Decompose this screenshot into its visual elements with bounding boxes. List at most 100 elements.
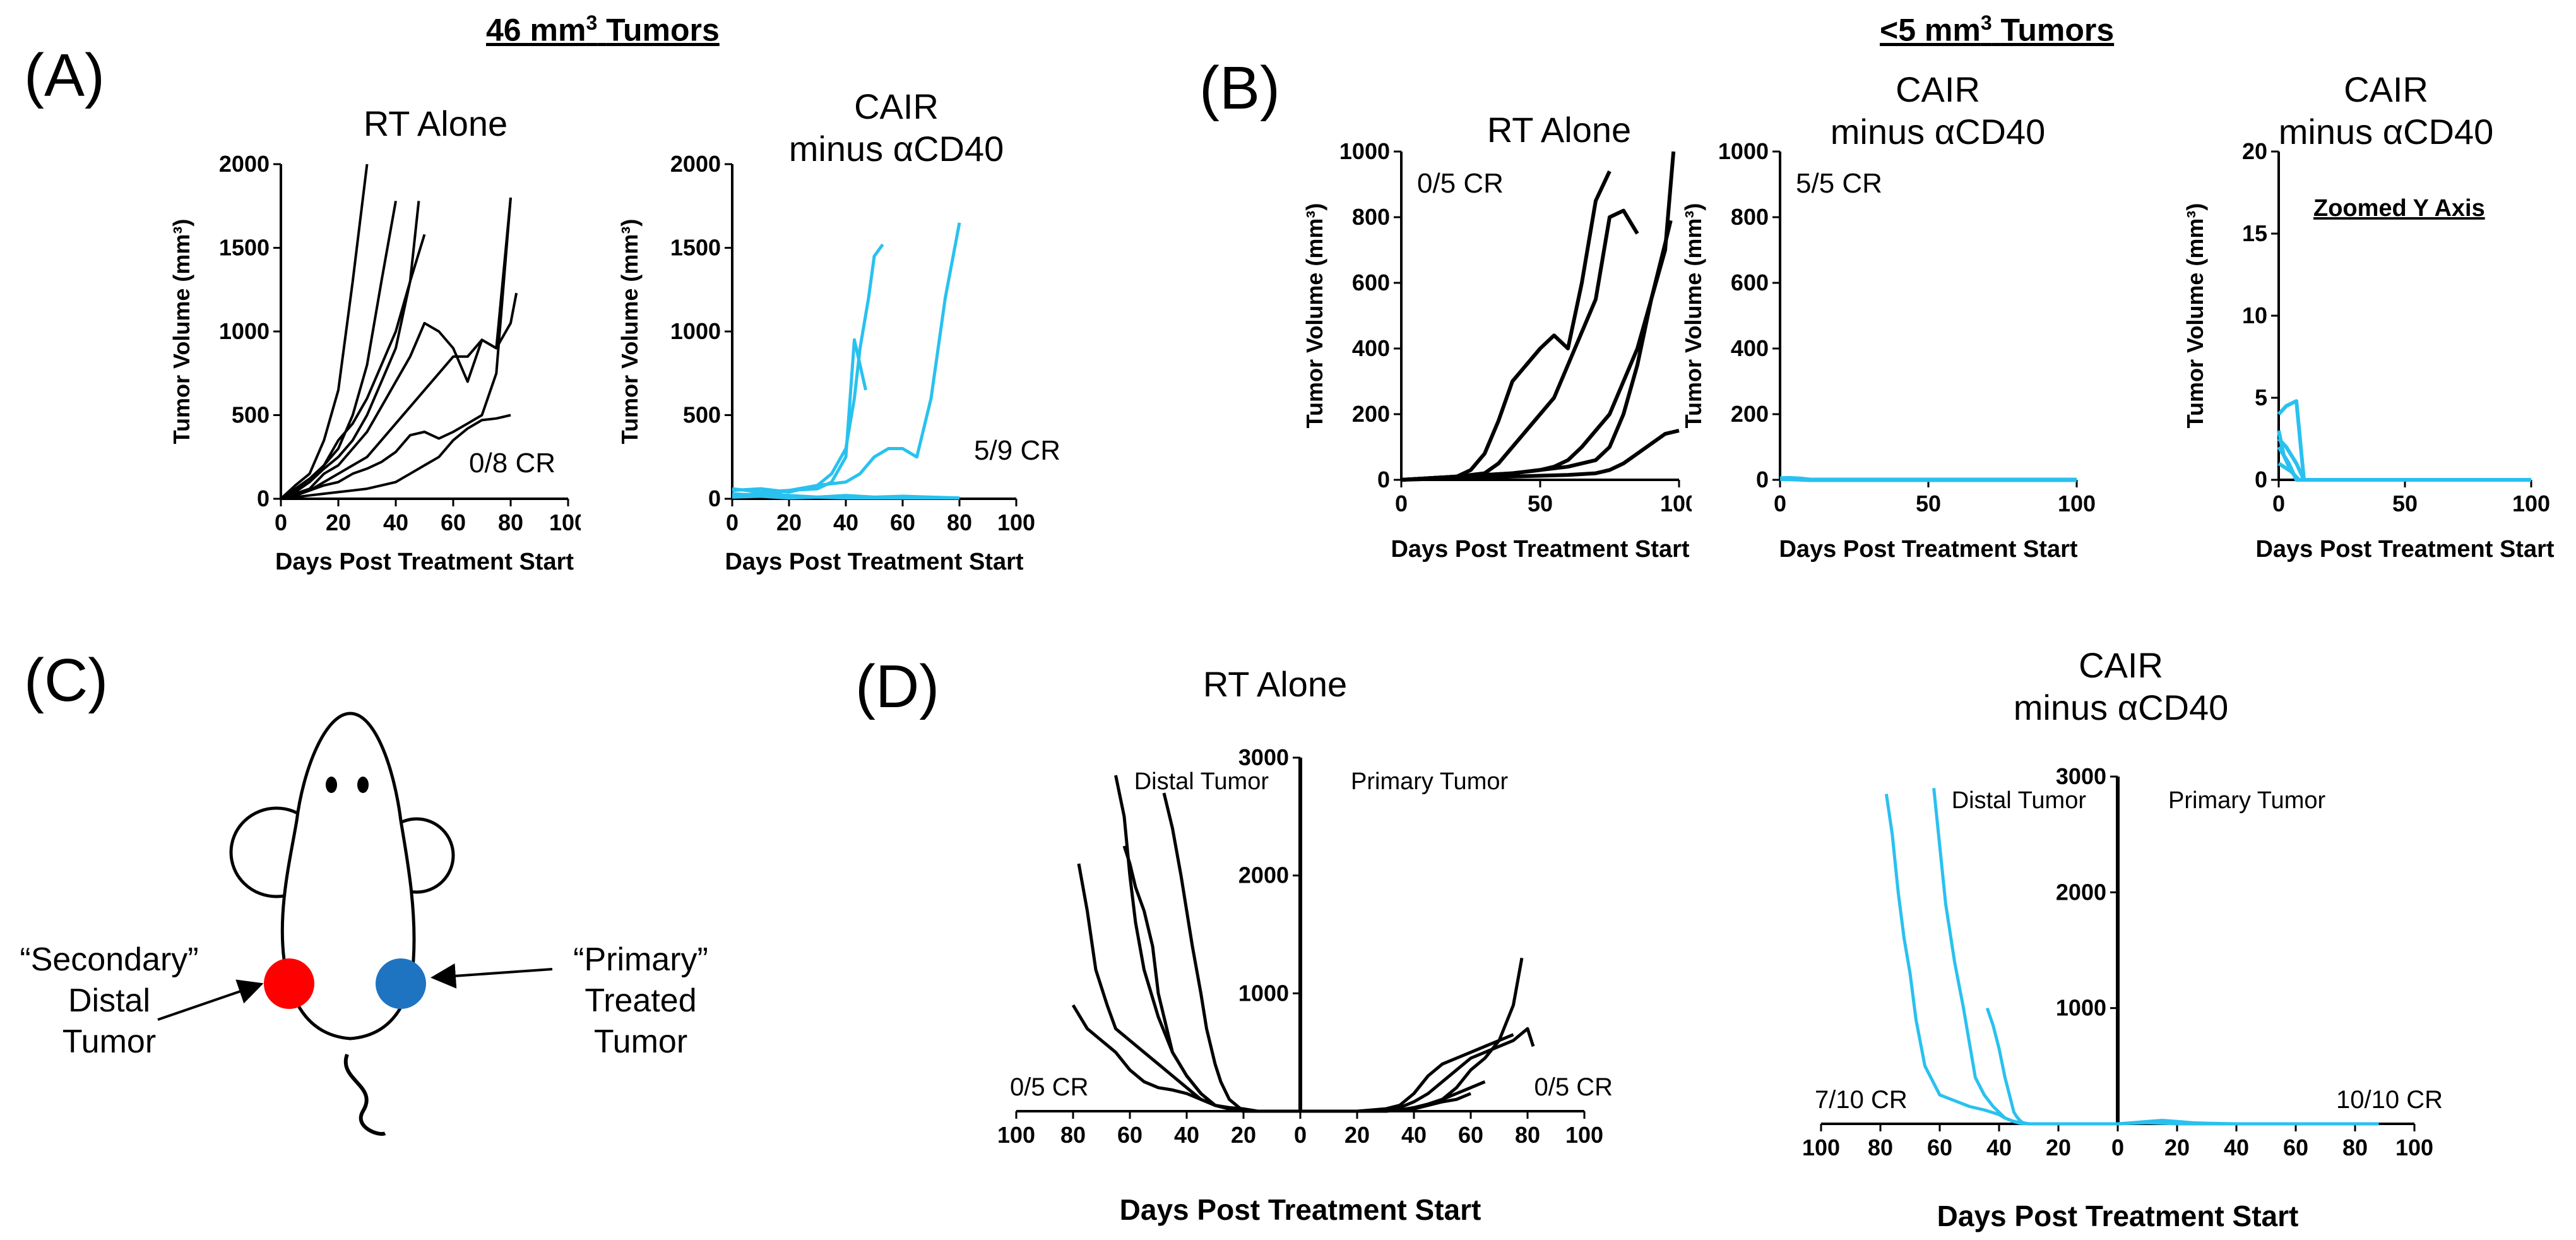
distal-series-d1 <box>1071 1004 1300 1113</box>
distal-series-d2 <box>1932 788 2118 1126</box>
series-line-m8 <box>280 414 511 500</box>
x-tick-label: 0 <box>2111 1135 2124 1160</box>
x-tick-label: 50 <box>1916 491 1941 516</box>
distal-series-d3 <box>1114 775 1300 1113</box>
x-tick-label: 40 <box>1174 1122 1199 1148</box>
x-tick-label: 100 <box>1565 1122 1603 1148</box>
x-axis-label: Days Post Treatment Start <box>275 549 574 575</box>
x-tick-label: 100 <box>997 1122 1035 1148</box>
y-tick-label: 1000 <box>1238 980 1289 1006</box>
x-tick-label: 0 <box>2272 491 2285 516</box>
chart-a1: 0 500 1000 1500 2000 0 20 40 60 80 100 Days Post Tr… <box>169 152 581 575</box>
y-tick-label: 0 <box>257 486 270 511</box>
x-tick-label: 80 <box>1060 1122 1086 1148</box>
x-tick-label: 60 <box>441 510 466 535</box>
section-heading-5mm-text: <5 mm <box>1880 12 1981 48</box>
y-tick-label: 1000 <box>1718 139 1769 164</box>
series-line-m2 <box>2277 437 2531 482</box>
x-tick-label: 40 <box>383 510 408 535</box>
x-tick-label: 100 <box>2395 1135 2433 1160</box>
distal-series-d1 <box>1884 794 2118 1126</box>
y-tick-label: 10 <box>2242 302 2267 328</box>
x-tick-label: 0 <box>2111 1135 2124 1160</box>
x-tick-label: 20 <box>776 510 802 535</box>
x-axis-label: Days Post Treatment Start <box>2255 536 2554 563</box>
mouse-right-eye <box>357 777 369 793</box>
series-line-m1 <box>280 164 369 500</box>
x-tick-label: 20 <box>326 510 351 535</box>
x-tick-label: 40 <box>833 510 858 535</box>
series-line-m5 <box>280 197 512 500</box>
x-axis-label: Days Post Treatment Start <box>1779 536 2077 563</box>
series-line-m5 <box>1401 429 1680 482</box>
primary-cr-annotation: 0/5 CR <box>1534 1073 1613 1101</box>
y-tick-label: 500 <box>232 402 270 428</box>
y-tick-label: 800 <box>1352 204 1390 230</box>
primary-tumor-label-line1: “Primary” <box>573 941 708 978</box>
y-tick-label: 1000 <box>1339 139 1390 164</box>
series-line-m2 <box>1401 208 1639 482</box>
x-tick-label: 100 <box>1660 491 1692 516</box>
section-heading-5mm-unit: Tumors <box>2000 12 2115 48</box>
secondary-tumor-dot <box>264 958 314 1009</box>
superscript-3b: 3 <box>1980 11 1992 34</box>
y-tick-label: 0 <box>1756 467 1769 492</box>
panel-letter-b: (B) <box>1199 54 1280 122</box>
chart-title-b3: CAIR minus αCD40 <box>2222 68 2550 153</box>
primary-series-p5 <box>1300 1092 1471 1113</box>
x-tick-label: 40 <box>1401 1122 1427 1148</box>
series-line-m2 <box>280 200 397 500</box>
x-axis-label: Days Post Treatment Start <box>725 549 1023 575</box>
y-axis-label: Tumor Volume (mm³) <box>1680 203 1706 429</box>
chart-title-a2: CAIR minus αCD40 <box>739 85 1054 170</box>
chart-title-b2-line2: minus αCD40 <box>1830 112 2046 152</box>
secondary-tumor-label-line3: Tumor <box>62 1023 157 1060</box>
x-tick-label: 0 <box>726 510 739 535</box>
series-line-m2 <box>732 338 867 494</box>
cr-annotation: 5/5 CR <box>1796 168 1882 199</box>
y-tick-label: 200 <box>1731 401 1769 427</box>
x-tick-label: 60 <box>1117 1122 1143 1148</box>
series-line-m3 <box>732 222 961 498</box>
chart-title-d1-line1: RT Alone <box>1202 664 1348 704</box>
series-line-m4 <box>2277 462 2531 482</box>
y-tick-label: 15 <box>2242 220 2267 246</box>
panel-letter-d: (D) <box>855 653 940 720</box>
primary-tumor-label: Primary Tumor <box>1351 768 1508 795</box>
chart-title-a2-line1: CAIR <box>854 86 939 126</box>
cr-annotation: Zoomed Y Axis <box>2313 195 2485 222</box>
series-line-m4 <box>1401 220 1673 482</box>
series-line-m1 <box>2277 399 2531 482</box>
section-heading-46mm: 46 mm3 Tumors <box>486 11 720 49</box>
primary-series-p2 <box>2117 1121 2379 1126</box>
y-tick-label: 3000 <box>1238 744 1289 770</box>
x-tick-label: 100 <box>2512 491 2550 516</box>
primary-tumor-label-line3: Tumor <box>593 1023 688 1060</box>
mouse-illustration <box>229 712 455 1136</box>
y-tick-label: 1000 <box>2056 995 2106 1021</box>
y-tick-label: 5 <box>2255 385 2267 410</box>
x-tick-label: 0 <box>1395 491 1408 516</box>
primary-tumor-label: Primary Tumor <box>2168 787 2325 814</box>
y-tick-label: 200 <box>1352 401 1390 427</box>
distal-series-d4 <box>1122 845 1300 1113</box>
chart-title-b1: RT Alone <box>1427 109 1692 151</box>
series-line-m2 <box>1779 476 2077 482</box>
chart-title-b2-line1: CAIR <box>1896 69 1980 109</box>
primary-arrow <box>430 963 553 989</box>
x-tick-label: 0 <box>275 510 287 535</box>
x-tick-label: 0 <box>1294 1122 1307 1148</box>
chart-title-d2-line1: CAIR <box>2079 645 2163 685</box>
y-tick-label: 1000 <box>219 318 270 344</box>
chart-title-b1-line1: RT Alone <box>1487 110 1632 150</box>
chart-title-d1: RT Alone <box>1143 663 1408 705</box>
section-heading-5mm: <5 mm3 Tumors <box>1880 11 2114 49</box>
cr-annotation: 0/5 CR <box>1417 168 1504 199</box>
series-line-m3 <box>280 201 420 500</box>
y-tick-label: 2000 <box>2056 879 2106 905</box>
secondary-tumor-label-line2: Distal <box>68 982 151 1019</box>
x-tick-label: 50 <box>1528 491 1553 516</box>
chart-title-d2: CAIR minus αCD40 <box>1957 644 2285 729</box>
y-tick-label: 0 <box>708 486 721 511</box>
